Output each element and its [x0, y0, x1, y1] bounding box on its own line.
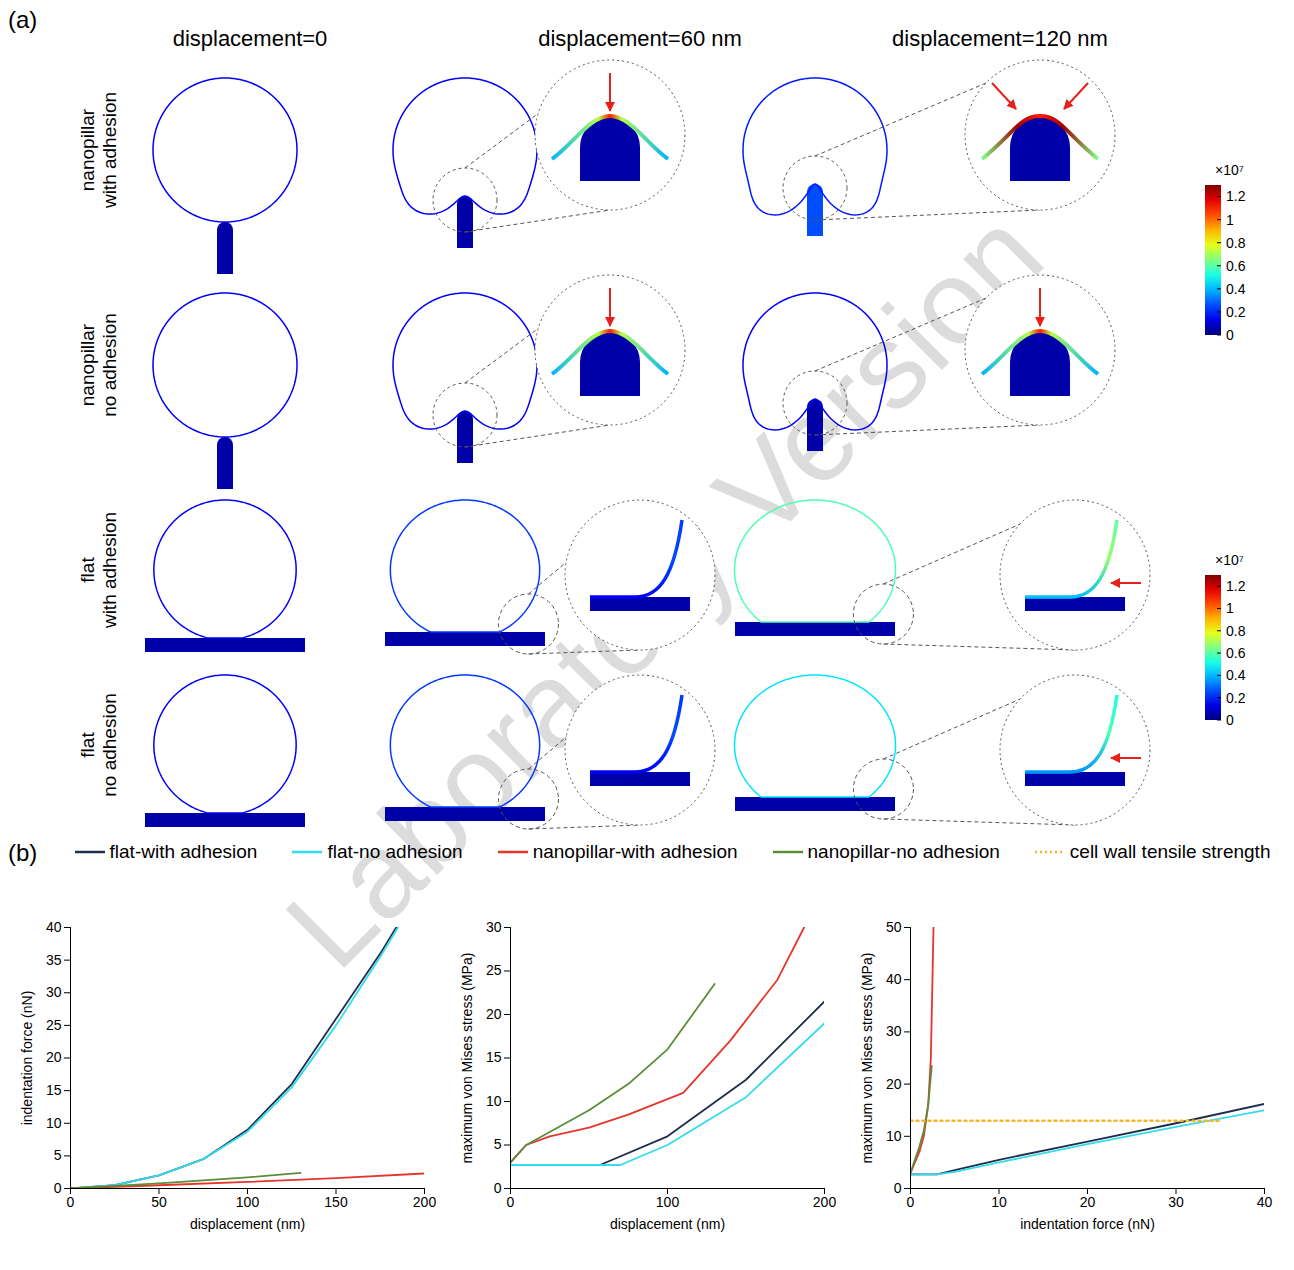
svg-text:10: 10	[886, 1128, 902, 1144]
svg-text:maximum von Mises stress (MPa): maximum von Mises stress (MPa)	[459, 953, 475, 1164]
svg-text:displacement=0: displacement=0	[173, 26, 328, 51]
svg-text:1: 1	[1226, 600, 1234, 616]
svg-text:10: 10	[46, 1115, 62, 1131]
svg-text:nanopillarwith adhesion: nanopillarwith adhesion	[77, 92, 120, 209]
svg-text:0: 0	[54, 1180, 62, 1196]
svg-text:(a): (a)	[8, 6, 37, 33]
svg-text:20: 20	[486, 1006, 502, 1022]
svg-text:0.8: 0.8	[1226, 623, 1246, 639]
svg-text:0.6: 0.6	[1226, 258, 1246, 274]
svg-text:20: 20	[46, 1049, 62, 1065]
svg-text:0.6: 0.6	[1226, 645, 1246, 661]
svg-text:10: 10	[486, 1093, 502, 1109]
svg-text:0: 0	[67, 1194, 75, 1210]
svg-text:flatno adhesion: flatno adhesion	[77, 693, 120, 797]
svg-text:20: 20	[1080, 1194, 1096, 1210]
svg-text:50: 50	[886, 919, 902, 935]
svg-text:1.2: 1.2	[1226, 188, 1246, 204]
svg-text:displacement (nm): displacement (nm)	[610, 1216, 725, 1232]
svg-text:displacement (nm): displacement (nm)	[190, 1216, 305, 1232]
svg-text:15: 15	[46, 1082, 62, 1098]
svg-text:15: 15	[486, 1049, 502, 1065]
svg-text:25: 25	[46, 1017, 62, 1033]
svg-text:40: 40	[886, 971, 902, 987]
svg-text:25: 25	[486, 962, 502, 978]
svg-text:40: 40	[1257, 1194, 1273, 1210]
svg-text:indentation force (nN): indentation force (nN)	[1020, 1216, 1155, 1232]
svg-text:displacement=60 nm: displacement=60 nm	[538, 26, 742, 51]
svg-text:30: 30	[1168, 1194, 1184, 1210]
svg-text:200: 200	[813, 1194, 837, 1210]
svg-text:0: 0	[507, 1194, 515, 1210]
svg-text:0: 0	[907, 1194, 915, 1210]
svg-text:×10⁷: ×10⁷	[1215, 162, 1244, 178]
svg-text:30: 30	[886, 1023, 902, 1039]
svg-text:200: 200	[413, 1194, 437, 1210]
svg-text:0.4: 0.4	[1226, 281, 1246, 297]
svg-text:×10⁷: ×10⁷	[1215, 552, 1244, 568]
svg-text:30: 30	[46, 984, 62, 1000]
svg-text:20: 20	[886, 1076, 902, 1092]
svg-text:1.2: 1.2	[1226, 578, 1246, 594]
svg-text:1: 1	[1226, 212, 1234, 228]
svg-text:0.2: 0.2	[1226, 304, 1246, 320]
svg-text:150: 150	[324, 1194, 348, 1210]
svg-text:30: 30	[486, 919, 502, 935]
svg-text:35: 35	[46, 952, 62, 968]
svg-text:0: 0	[494, 1180, 502, 1196]
svg-text:flatwith adhesion: flatwith adhesion	[77, 512, 120, 629]
svg-text:0.2: 0.2	[1226, 690, 1246, 706]
svg-text:0.8: 0.8	[1226, 235, 1246, 251]
svg-text:0: 0	[1226, 712, 1234, 728]
svg-text:0: 0	[1226, 327, 1234, 343]
svg-text:0: 0	[894, 1180, 902, 1196]
svg-text:100: 100	[236, 1194, 260, 1210]
svg-text:50: 50	[151, 1194, 167, 1210]
svg-text:maximum von Mises stress (MPa): maximum von Mises stress (MPa)	[859, 953, 875, 1164]
svg-text:100: 100	[656, 1194, 680, 1210]
svg-text:0.4: 0.4	[1226, 667, 1246, 683]
svg-text:5: 5	[54, 1147, 62, 1163]
svg-text:10: 10	[991, 1194, 1007, 1210]
svg-text:40: 40	[46, 919, 62, 935]
svg-text:5: 5	[494, 1136, 502, 1152]
svg-text:displacement=120 nm: displacement=120 nm	[892, 26, 1108, 51]
svg-text:nanopillarno adhesion: nanopillarno adhesion	[77, 313, 120, 417]
svg-text:indentation force (nN): indentation force (nN)	[19, 991, 35, 1126]
